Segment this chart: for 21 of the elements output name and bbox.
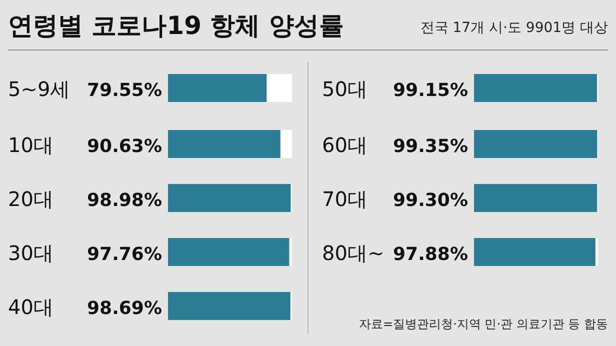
data-label: 90.63%	[87, 136, 162, 157]
data-label: 98.69%	[87, 298, 162, 319]
y-tick-label: 30대	[8, 241, 54, 265]
y-tick-label: 40대	[8, 295, 54, 319]
y-tick-label: 20대	[8, 187, 54, 211]
y-tick-label: 70대	[322, 187, 368, 211]
y-tick-label: 60대	[322, 133, 368, 157]
data-label: 99.30%	[393, 190, 468, 211]
text: 자료=질병관리청·지역 민·관 의료기관 등 합동	[359, 317, 608, 331]
chart-subtitle: 전국 17개 시·도 9901명 대상	[420, 20, 608, 36]
chart-title: 연령별 코로나19 항체 양성률	[8, 11, 344, 40]
data-label: 98.98%	[87, 190, 162, 211]
data-label: 97.88%	[393, 244, 468, 265]
data-label: 97.76%	[87, 244, 162, 265]
y-tick-label: 50대	[322, 77, 368, 101]
y-tick-label: 5~9세	[8, 77, 70, 101]
y-tick-label: 10대	[8, 133, 54, 157]
data-label: 79.55%	[87, 80, 162, 101]
data-label: 99.35%	[393, 136, 468, 157]
y-tick-label: 80대~	[322, 241, 384, 265]
data-label: 99.15%	[393, 80, 468, 101]
